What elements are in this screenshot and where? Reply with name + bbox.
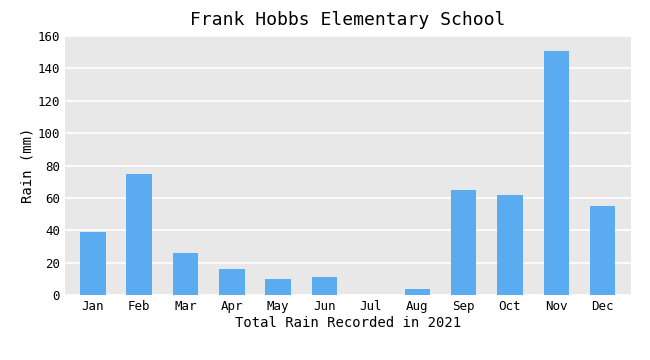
Bar [80, 232, 105, 295]
Bar [451, 190, 476, 295]
Bar [590, 206, 616, 295]
Bar [219, 269, 244, 295]
Bar [497, 195, 523, 295]
Bar [312, 277, 337, 295]
Bar [173, 253, 198, 295]
Bar [543, 50, 569, 295]
Bar [265, 279, 291, 295]
Bar [404, 289, 430, 295]
Bar [126, 174, 152, 295]
Y-axis label: Rain (mm): Rain (mm) [21, 128, 35, 203]
Title: Frank Hobbs Elementary School: Frank Hobbs Elementary School [190, 11, 506, 29]
X-axis label: Total Rain Recorded in 2021: Total Rain Recorded in 2021 [235, 316, 461, 330]
